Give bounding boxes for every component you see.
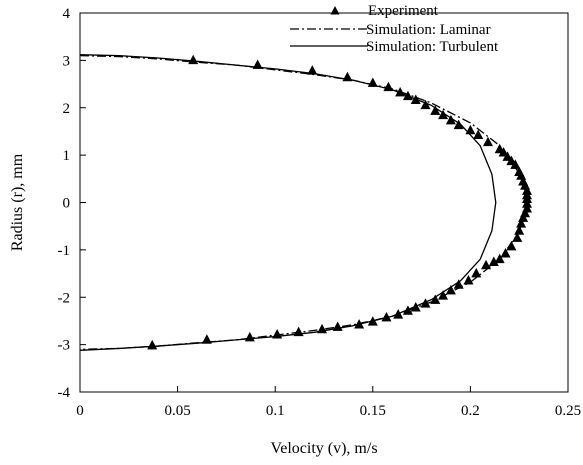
legend: Experiment Simulation: LaminarSimulation:… bbox=[290, 3, 499, 55]
legend-item: Experiment bbox=[330, 3, 439, 19]
legend-item: Simulation: Laminar bbox=[290, 22, 491, 38]
y-tick-label: -4 bbox=[58, 385, 71, 401]
legend-label: Simulation: Laminar bbox=[366, 22, 491, 38]
data-point bbox=[188, 54, 199, 65]
x-tick-label: 0.2 bbox=[461, 403, 480, 419]
data-point bbox=[488, 256, 499, 266]
data-point bbox=[430, 105, 441, 115]
x-tick-label: 0.15 bbox=[360, 403, 386, 419]
data-point bbox=[244, 331, 255, 342]
x-tick-label: 0 bbox=[76, 403, 84, 419]
series-0 bbox=[147, 54, 533, 350]
data-point bbox=[482, 136, 493, 147]
plot-frame bbox=[79, 12, 569, 393]
legend-label: Experiment bbox=[368, 3, 439, 19]
y-tick-label: 4 bbox=[63, 6, 71, 22]
data-point bbox=[500, 248, 511, 258]
y-tick-label: -2 bbox=[58, 290, 71, 306]
series-1 bbox=[79, 54, 530, 351]
y-tick-label: 3 bbox=[63, 53, 71, 69]
data-point bbox=[445, 284, 456, 295]
data-point bbox=[147, 339, 158, 350]
legend-item: Simulation: Turbulent bbox=[290, 39, 499, 55]
legend-marker bbox=[330, 6, 340, 15]
x-tick-label: 0.05 bbox=[164, 403, 190, 419]
data-point bbox=[473, 129, 484, 140]
y-axis-title: Radius (r), mm bbox=[9, 153, 26, 251]
x-tick-label: 0.1 bbox=[266, 403, 285, 419]
axes: 4 3 2 1 0 -1 -2 -3 -4 0 0.05 0.1 0.15 0.2 0.25 bbox=[58, 6, 582, 419]
data-point bbox=[465, 124, 476, 135]
y-tick-label: 2 bbox=[63, 101, 71, 117]
y-tick-label: 0 bbox=[63, 196, 71, 212]
data-point bbox=[481, 259, 492, 270]
x-axis-title: Velocity (v), m/s bbox=[270, 440, 377, 457]
legend-label: Simulation: Turbulent bbox=[366, 39, 499, 55]
y-tick-label: -3 bbox=[58, 338, 71, 354]
y-tick-label: 1 bbox=[63, 148, 71, 164]
data-point bbox=[471, 267, 482, 278]
y-tick-label: -1 bbox=[58, 243, 71, 259]
series-2 bbox=[79, 54, 497, 351]
plot-area bbox=[79, 54, 533, 351]
x-tick-label: 0.25 bbox=[555, 403, 581, 419]
series-line bbox=[79, 54, 497, 351]
series-line bbox=[79, 54, 530, 351]
